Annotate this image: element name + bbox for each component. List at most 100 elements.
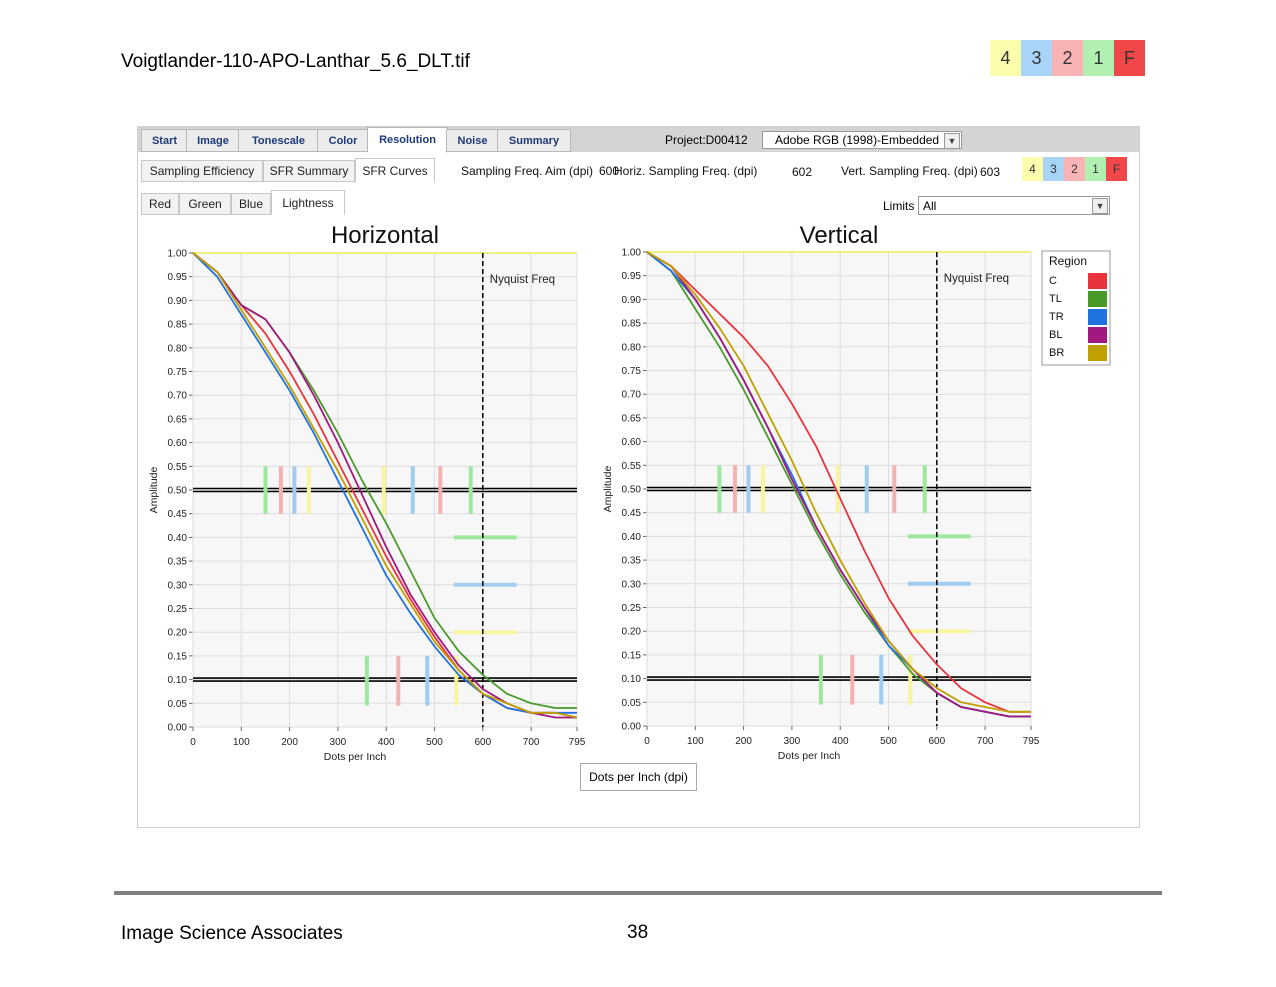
chart-0-y-tick-label: 0.15 xyxy=(168,651,188,662)
subtab-sfr-summary[interactable]: SFR Summary xyxy=(263,160,355,182)
limits-select[interactable]: All ▼ xyxy=(918,196,1110,215)
chevron-down-icon[interactable]: ▼ xyxy=(944,133,960,149)
region-legend-swatch xyxy=(1088,273,1107,289)
chart-1-y-tick-label: 0.85 xyxy=(622,319,642,330)
limits-label: Limits xyxy=(883,199,915,213)
grade-2: 2 xyxy=(1052,40,1083,76)
chart-0-x-tick-label: 795 xyxy=(569,737,586,748)
chart-1-x-tick-label: 795 xyxy=(1023,736,1040,747)
region-legend-swatch xyxy=(1088,345,1107,361)
tab-tonescale[interactable]: Tonescale xyxy=(238,129,319,152)
tab-summary[interactable]: Summary xyxy=(497,129,571,152)
chart-0-y-tick-label: 0.30 xyxy=(168,580,188,591)
chart-0-x-tick-label: 700 xyxy=(523,737,540,748)
chart-1-x-tick-label: 400 xyxy=(832,736,849,747)
footer-company: Image Science Associates xyxy=(121,923,343,944)
tab-noise[interactable]: Noise xyxy=(446,129,499,152)
chart-1-y-tick-label: 0.50 xyxy=(622,485,642,496)
region-legend-label: TL xyxy=(1049,293,1062,305)
chart-1-y-tick-label: 0.90 xyxy=(622,295,642,306)
subtab-sfr-curves[interactable]: SFR Curves xyxy=(355,158,435,183)
chart-1-y-tick-label: 0.80 xyxy=(622,342,642,353)
chart-0-y-tick-label: 0.80 xyxy=(168,343,188,354)
chart-0-x-tick-label: 600 xyxy=(474,737,491,748)
chart-0-x-tick-label: 300 xyxy=(330,737,347,748)
vert-freq-label: Vert. Sampling Freq. (dpi) xyxy=(841,164,978,178)
chart-0-y-tick-label: 0.75 xyxy=(168,367,188,378)
region-legend-title: Region xyxy=(1049,254,1087,268)
chart-0-y-tick-label: 0.45 xyxy=(168,509,188,520)
chart-0-y-tick-label: 0.05 xyxy=(168,699,188,710)
chart-1-y-tick-label: 0.10 xyxy=(622,674,642,685)
grade-f: F xyxy=(1114,40,1145,76)
chart-1-x-tick-label: 300 xyxy=(784,736,801,747)
chart-1-y-axis-label: Amplitude xyxy=(602,466,614,513)
chart-1-y-tick-label: 0.95 xyxy=(622,271,642,282)
color-profile-select[interactable]: Adobe RGB (1998)-Embedded ▼ xyxy=(762,131,962,149)
grade-4: 4 xyxy=(990,40,1021,76)
chart-1-x-tick-label: 100 xyxy=(687,736,704,747)
grade-3: 3 xyxy=(1043,157,1064,181)
channel-tab-blue[interactable]: Blue xyxy=(231,193,271,215)
document-title: Voigtlander-110-APO-Lanthar_5.6_DLT.tif xyxy=(121,51,470,72)
channel-tab-red[interactable]: Red xyxy=(141,193,179,215)
chart-1-x-axis-label: Dots per Inch xyxy=(778,750,841,762)
footer-divider xyxy=(114,891,1162,895)
chart-0-y-tick-label: 0.60 xyxy=(168,438,188,449)
chart-1-x-tick-label: 0 xyxy=(644,736,650,747)
horiz-freq-value: 602 xyxy=(792,165,813,179)
chart-0-x-tick-label: 100 xyxy=(233,737,250,748)
chart-1-y-tick-label: 0.45 xyxy=(622,508,642,519)
tab-color[interactable]: Color xyxy=(317,129,369,152)
chart-1-y-tick-label: 0.25 xyxy=(622,603,642,614)
limits-value: All xyxy=(923,198,937,213)
chart-0-y-tick-label: 0.90 xyxy=(168,296,188,307)
horiz-freq-label: Horiz. Sampling Freq. (dpi) xyxy=(614,164,758,178)
chart-1-y-tick-label: 0.65 xyxy=(622,413,642,424)
chart-0-x-tick-label: 500 xyxy=(426,737,443,748)
aim-freq-value: 600 xyxy=(599,164,620,178)
chart-1-x-tick-label: 200 xyxy=(735,736,752,747)
chart-0-series-br xyxy=(192,252,578,719)
chart-1-y-tick-label: 1.00 xyxy=(622,248,642,259)
tab-start[interactable]: Start xyxy=(141,129,188,152)
grade-f: F xyxy=(1106,157,1127,181)
chart-1-series-c xyxy=(646,251,1031,713)
channel-tab-lightness[interactable]: Lightness xyxy=(271,190,345,215)
channel-tab-green[interactable]: Green xyxy=(179,193,231,215)
chart-0-x-tick-label: 0 xyxy=(190,737,196,748)
grade-3: 3 xyxy=(1021,40,1052,76)
chart-1-y-tick-label: 0.00 xyxy=(622,722,642,733)
chart-0-y-tick-label: 0.95 xyxy=(168,272,188,283)
page-number: 38 xyxy=(627,922,649,943)
chart-0-series-tr xyxy=(192,252,577,714)
chart-1-title: Vertical xyxy=(800,222,879,249)
chart-1-x-tick-label: 500 xyxy=(880,736,897,747)
chart-0-y-axis-label: Amplitude xyxy=(148,467,160,514)
chart-0-y-tick-label: 0.70 xyxy=(168,391,188,402)
chart-0-y-tick-label: 0.20 xyxy=(168,628,188,639)
main-tab-bar: Start Image Tonescale Color Resolution N… xyxy=(138,127,1139,153)
region-legend-label: TR xyxy=(1049,311,1064,323)
chart-0-y-tick-label: 0.85 xyxy=(168,320,188,331)
chevron-down-icon[interactable]: ▼ xyxy=(1092,198,1108,214)
chart-0-nyquist-label: Nyquist Freq xyxy=(490,274,555,286)
chart-0-x-tick-label: 400 xyxy=(378,737,395,748)
region-legend-label: BR xyxy=(1049,347,1064,359)
subtab-sampling-efficiency[interactable]: Sampling Efficiency xyxy=(141,160,263,182)
chart-0-y-tick-label: 1.00 xyxy=(168,249,188,260)
chart-1-y-tick-label: 0.70 xyxy=(622,390,642,401)
x-unit-button[interactable]: Dots per Inch (dpi) xyxy=(580,763,697,791)
grade-1: 1 xyxy=(1083,40,1114,76)
chart-0-y-tick-label: 0.10 xyxy=(168,675,188,686)
chart-0-y-tick-label: 0.50 xyxy=(168,486,188,497)
grade-1: 1 xyxy=(1085,157,1106,181)
chart-0-x-tick-label: 200 xyxy=(281,737,298,748)
chart-0-y-tick-label: 0.00 xyxy=(168,723,188,734)
project-label: Project:D00412 xyxy=(665,133,748,147)
tab-resolution[interactable]: Resolution xyxy=(367,127,448,153)
chart-0-y-tick-label: 0.25 xyxy=(168,604,188,615)
